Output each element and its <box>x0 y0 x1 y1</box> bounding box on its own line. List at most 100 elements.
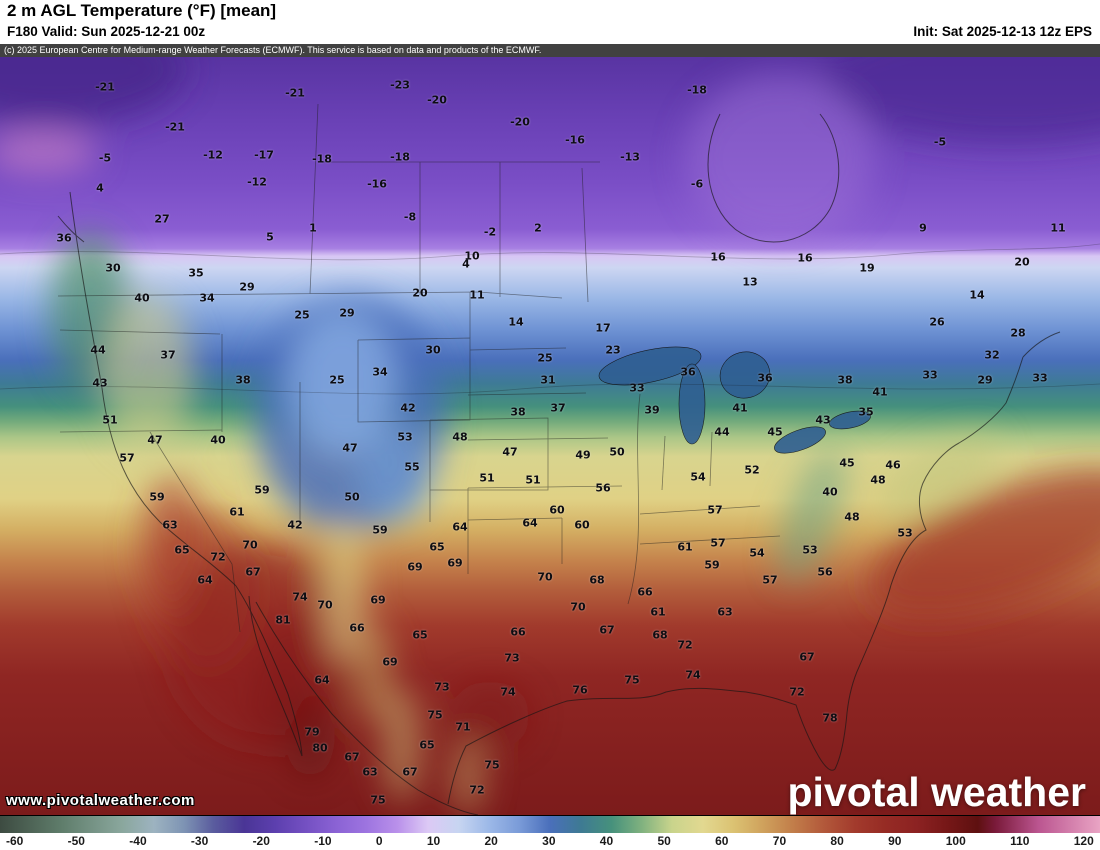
temp-value-label: 34 <box>372 365 388 379</box>
temp-value-label: 61 <box>677 540 693 554</box>
colorbar-tick-label: -50 <box>67 834 85 848</box>
valid-time-label: F180 Valid: Sun 2025-12-21 00z <box>7 24 206 39</box>
temp-value-label: 73 <box>434 680 450 694</box>
temp-value-label: 29 <box>339 306 355 320</box>
temp-value-label: 65 <box>419 738 435 752</box>
temp-value-label: -20 <box>427 93 447 107</box>
temp-value-label: 38 <box>235 373 251 387</box>
temp-value-label: 68 <box>652 628 668 642</box>
temp-value-label: 1 <box>309 221 317 235</box>
colorbar-tick-label: 40 <box>599 834 614 848</box>
temp-value-label: -13 <box>620 150 640 164</box>
temp-value-label: 33 <box>1032 371 1048 385</box>
temp-value-label: 60 <box>574 518 590 532</box>
temp-value-label: 68 <box>589 573 605 587</box>
temp-value-label: 42 <box>400 401 416 415</box>
colorbar-tick-label: -40 <box>129 834 147 848</box>
temp-value-label: -2 <box>483 225 497 239</box>
colorbar-tick-label: 60 <box>715 834 729 848</box>
temp-value-label: 70 <box>570 600 586 614</box>
temperature-anomaly-blobs <box>0 44 1100 815</box>
colorbar-tick-label: 80 <box>830 834 844 848</box>
temp-value-label: 74 <box>500 685 516 699</box>
temp-value-label: 28 <box>1010 326 1026 340</box>
temp-value-label: 57 <box>707 503 723 517</box>
temp-value-label: 75 <box>427 708 443 722</box>
temp-value-label: 20 <box>1014 255 1030 269</box>
temp-value-label: 66 <box>637 585 653 599</box>
temp-value-label: 61 <box>229 505 245 519</box>
brand-logo: pivotal weather <box>787 768 1086 815</box>
temp-value-label: 57 <box>119 451 135 465</box>
temp-value-label: 19 <box>859 261 875 275</box>
temp-value-label: 63 <box>362 765 378 779</box>
temp-value-label: 37 <box>550 401 566 415</box>
temp-value-label: 39 <box>644 403 660 417</box>
temp-value-label: 50 <box>609 445 625 459</box>
colorbar-tick-label: 100 <box>945 834 966 848</box>
temp-value-label: 79 <box>304 725 320 739</box>
temp-value-label: 37 <box>160 348 176 362</box>
temp-value-label: 45 <box>839 456 855 470</box>
temp-value-label: 40 <box>134 291 150 305</box>
temp-value-label: -21 <box>285 86 305 100</box>
temp-value-label: 23 <box>605 343 621 357</box>
temp-value-label: -12 <box>203 148 223 162</box>
temp-value-label: -18 <box>390 150 410 164</box>
colorbar-tick-label: 70 <box>772 834 787 848</box>
temp-value-label: 69 <box>407 560 423 574</box>
temp-value-label: 74 <box>292 590 308 604</box>
temp-value-label: 56 <box>817 565 833 579</box>
temp-value-label: 53 <box>897 526 913 540</box>
temperature-map: -21 -21 -23 -20 -18 -21 -20 -16 -5 -5 -12 -17 -18 -18… <box>0 44 1100 815</box>
temp-value-label: 78 <box>822 711 838 725</box>
colorbar-tick-label: 20 <box>484 834 498 848</box>
temp-value-label: 46 <box>885 458 901 472</box>
temp-value-label: 14 <box>508 315 524 329</box>
colorbar: -60 -50 -40 -30 -20 -10 0 10 20 30 40 50 60 70 80 90 100… <box>0 815 1100 850</box>
temp-value-label: -5 <box>98 151 112 165</box>
temp-value-label: 40 <box>210 433 226 447</box>
temp-value-label: 32 <box>984 348 1000 362</box>
temp-value-label: 47 <box>147 433 163 447</box>
colorbar-tick-label: 50 <box>657 834 671 848</box>
temp-value-label: 11 <box>1050 221 1066 235</box>
temp-value-label: 75 <box>484 758 500 772</box>
temp-value-label: 10 <box>464 249 480 263</box>
temp-value-label: 59 <box>372 523 388 537</box>
temp-value-label: 40 <box>822 485 838 499</box>
temp-value-label: 63 <box>717 605 733 619</box>
temp-value-label: 66 <box>349 621 365 635</box>
temp-value-label: 67 <box>245 565 261 579</box>
temp-value-label: -21 <box>165 120 185 134</box>
temp-value-label: -8 <box>403 210 417 224</box>
colorbar-tick-label: 120 <box>1073 834 1094 848</box>
temp-value-label: -5 <box>933 135 947 149</box>
temp-value-label: 30 <box>425 343 441 357</box>
temp-value-label: -18 <box>312 152 332 166</box>
colorbar-tick-label: 110 <box>1010 834 1030 848</box>
temp-value-label: 72 <box>210 550 226 564</box>
temp-value-label: -20 <box>510 115 530 129</box>
temp-value-label: 25 <box>294 308 310 322</box>
temp-value-label: 53 <box>802 543 818 557</box>
colorbar-ticks: -60 -50 -40 -30 -20 -10 0 10 20 30 40 50 60 70 80 90 100… <box>0 833 1100 848</box>
temp-value-label: 47 <box>502 445 518 459</box>
temp-value-label: 17 <box>595 321 611 335</box>
temp-value-label: 33 <box>629 381 645 395</box>
temp-value-label: 66 <box>510 625 526 639</box>
temp-value-label: 20 <box>412 286 428 300</box>
temp-value-label: 65 <box>174 543 190 557</box>
temp-value-label: 59 <box>149 490 165 504</box>
temp-value-label: 70 <box>242 538 258 552</box>
temp-value-label: 65 <box>412 628 428 642</box>
temp-value-label: 49 <box>575 448 591 462</box>
temp-value-label: 4 <box>96 181 104 195</box>
temp-value-label: 64 <box>522 516 538 530</box>
temp-value-label: -18 <box>687 83 707 97</box>
temp-value-label: 63 <box>162 518 178 532</box>
temp-value-label: 5 <box>266 230 274 244</box>
temp-value-label: -17 <box>254 148 274 162</box>
watermark: www.pivotalweather.com <box>6 792 195 809</box>
